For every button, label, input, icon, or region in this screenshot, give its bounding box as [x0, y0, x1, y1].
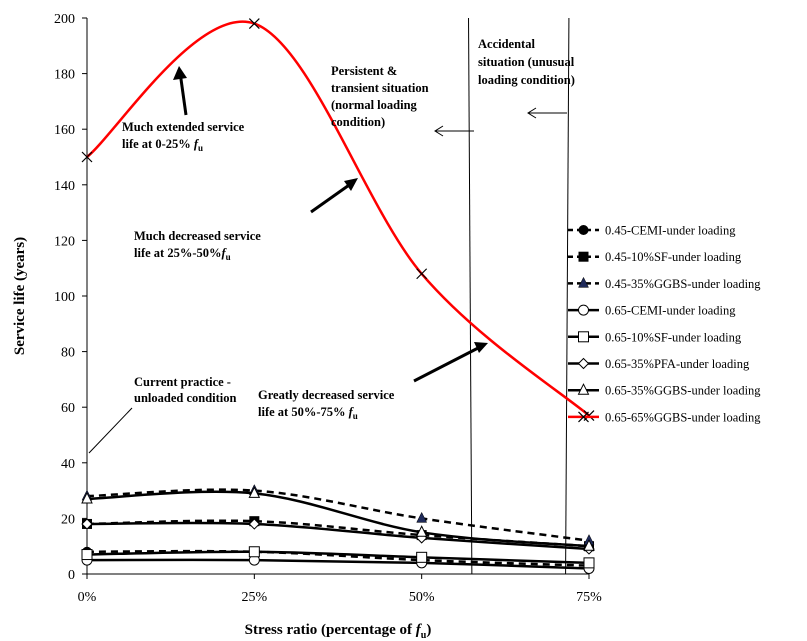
arrow-current-practice: [88, 407, 133, 454]
situation-divider-lines: [468, 17, 570, 575]
series-line: [86, 521, 590, 551]
series-line: [86, 519, 590, 548]
data-point: [583, 557, 595, 569]
annotation-extended: Much extended service life at 0-25% fu: [122, 120, 247, 153]
series-2: [82, 516, 594, 552]
legend-label: 0.65-65%GGBS-under loading: [605, 410, 761, 424]
data-point: [81, 151, 93, 163]
arrow-greatly-head: [474, 342, 488, 353]
x-tick-label: 75%: [576, 590, 602, 605]
data-point: [248, 486, 261, 498]
data-point: [415, 525, 428, 537]
annotation-accidental: Accidental situation (unusual loading co…: [478, 37, 577, 87]
y-tick-label: 40: [61, 457, 75, 472]
data-point: [578, 225, 589, 235]
x-axis-title-sub: u: [421, 630, 427, 641]
annotation-greatly: Greatly decreased service life at 50%-75…: [258, 388, 397, 421]
arrow-decreased: [310, 181, 353, 214]
data-point: [416, 511, 428, 523]
situation-divider-line: [565, 17, 570, 575]
situation-divider-line: [468, 17, 473, 575]
data-point: [81, 491, 93, 504]
arrow-greatly: [413, 344, 483, 383]
legend-item: 0.65-10%SF-under loading: [568, 330, 742, 344]
y-tick-label: 60: [61, 401, 75, 416]
y-tick-label: 140: [54, 179, 75, 194]
annotation-arrows: [88, 66, 567, 454]
data-point: [577, 357, 590, 370]
x-ticks: 0% 25% 50% 75%: [78, 574, 602, 605]
data-point: [248, 18, 260, 29]
data-point: [578, 276, 589, 288]
y-tick-label: 180: [54, 68, 75, 83]
y-axis-title: Service life (years): [12, 237, 28, 355]
y-tick-label: 160: [54, 123, 75, 138]
data-point: [578, 251, 589, 262]
series-line: [86, 549, 590, 567]
x-axis-title-end: ): [426, 622, 431, 638]
legend-item: 0.65-CEMI-under loading: [568, 304, 736, 318]
legend-item: 0.65-35%GGBS-under loading: [568, 383, 761, 398]
series-line: [86, 558, 590, 570]
data-point: [416, 551, 428, 563]
legend-label: 0.65-35%GGBS-under loading: [605, 384, 761, 398]
x-tick-label: 50%: [409, 590, 435, 605]
y-ticks: 0 20 40 60 80 100 120 140 160 180 200: [54, 12, 87, 583]
series-line: [86, 550, 590, 565]
x-tick-label: 0%: [78, 590, 97, 605]
series-line: [86, 20, 590, 417]
x-axis-title-main: Stress ratio (percentage of: [245, 622, 413, 638]
legend-item: 0.45-10%SF-under loading: [568, 250, 742, 264]
y-tick-label: 0: [68, 568, 75, 583]
series-7: [81, 486, 595, 551]
data-point: [583, 539, 595, 551]
legend-item: 0.65-35%PFA-under loading: [568, 357, 750, 371]
legend-label: 0.65-10%SF-under loading: [605, 330, 742, 344]
annotation-decreased: Much decreased service life at 25%-50%fu: [134, 229, 264, 262]
data-point: [578, 304, 589, 316]
data-point: [416, 268, 428, 280]
legend-item: 0.65-65%GGBS-under loading: [568, 410, 761, 424]
x-tick-label: 25%: [241, 590, 267, 605]
data-point: [578, 411, 589, 423]
legend-item: 0.45-35%GGBS-under loading: [568, 276, 761, 291]
x-axis-title: Stress ratio (percentage of fu): [245, 622, 432, 641]
data-point: [248, 546, 260, 558]
legend: 0.45-CEMI-under loading 0.45-10%SF-under …: [568, 224, 761, 424]
data-point: [81, 518, 93, 530]
annotations: Current practice - unloaded condition Mu…: [122, 37, 577, 421]
arrow-accidental-head: [527, 107, 537, 119]
arrow-decreased-head: [344, 178, 358, 191]
annotation-current-practice: Current practice - unloaded condition: [134, 375, 237, 405]
y-tick-label: 80: [61, 346, 75, 361]
series-4: [81, 554, 595, 574]
arrow-extended-head: [173, 66, 187, 80]
series-5: [81, 546, 595, 569]
y-tick-label: 100: [54, 290, 75, 305]
legend-label: 0.65-35%PFA-under loading: [605, 357, 750, 371]
legend-label: 0.45-10%SF-under loading: [605, 250, 742, 264]
x-axis-title-var: f: [416, 622, 423, 638]
legend-label: 0.45-CEMI-under loading: [605, 224, 736, 238]
legend-label: 0.45-35%GGBS-under loading: [605, 277, 761, 291]
series-line: [86, 490, 590, 548]
y-tick-label: 20: [61, 512, 75, 527]
data-point: [577, 383, 590, 395]
data-point: [578, 331, 589, 343]
series-8: [81, 18, 595, 421]
y-tick-label: 120: [54, 234, 75, 249]
legend-item: 0.45-CEMI-under loading: [568, 224, 736, 238]
series-6: [81, 518, 595, 555]
series-layer: [81, 18, 595, 574]
arrow-persistent-head: [434, 125, 444, 137]
legend-label: 0.65-CEMI-under loading: [605, 304, 736, 318]
series-line: [86, 488, 590, 542]
data-point: [81, 549, 93, 561]
arrow-extended: [178, 71, 188, 116]
annotation-persistent: Persistent & transient situation (normal…: [331, 64, 432, 129]
y-tick-label: 200: [54, 12, 75, 27]
data-point: [248, 518, 261, 530]
